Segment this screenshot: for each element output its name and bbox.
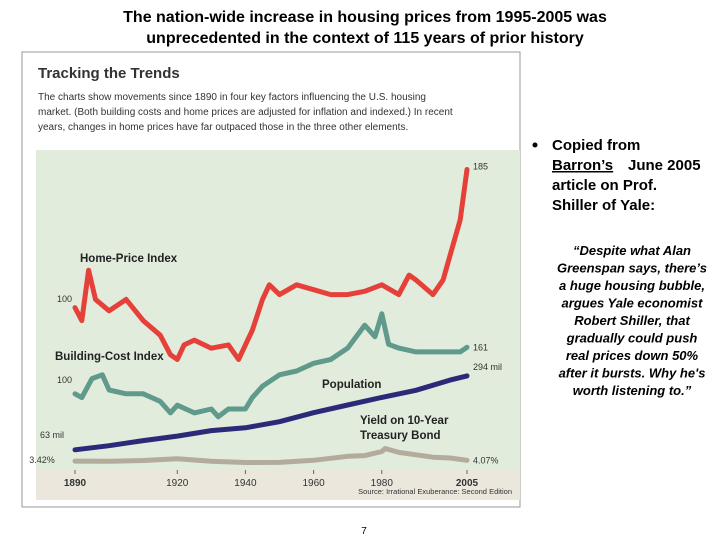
quote-line: argues Yale economist — [562, 296, 704, 311]
x-tick-label: 1960 — [302, 478, 325, 489]
x-tick-label: 1890 — [64, 478, 87, 489]
series-line — [72, 446, 470, 465]
page-number: 7 — [361, 526, 367, 537]
plot-background — [36, 150, 520, 470]
quote-line: “Despite what Alan — [573, 243, 691, 258]
end-label: 4.07% — [473, 455, 499, 465]
bullet-line: June 2005 — [628, 157, 701, 174]
source: Source: Irrational Exuberance: Second Ed… — [358, 487, 512, 496]
series-line — [72, 311, 470, 420]
bullet-line: Copied from — [552, 137, 640, 154]
series-label: Yield on 10-Year — [360, 415, 449, 427]
x-tick-label: 1980 — [371, 478, 394, 489]
start-label: 100 — [57, 375, 72, 385]
bullet: Copied from Barron’s June 2005 article o… — [552, 137, 701, 214]
series-line — [72, 167, 470, 362]
axis-band — [36, 470, 520, 500]
bullet-line: Barron’s — [552, 157, 613, 174]
start-label: 3.42% — [29, 455, 55, 465]
quote-line: gradually could push — [566, 331, 698, 346]
start-label: 100 — [57, 294, 72, 304]
x-tick-label: 1920 — [166, 478, 189, 489]
series-label: Treasury Bond — [360, 430, 441, 442]
end-label: 161 — [473, 342, 488, 352]
series-label: Home-Price Index — [80, 253, 178, 265]
slide-title: The nation-wide increase in housing pric… — [123, 9, 607, 26]
quote-line: real prices down 50% — [566, 348, 699, 363]
quote-line: worth listening to.” — [573, 383, 692, 398]
chart-subtitle: The charts show movements since 1890 in … — [38, 92, 426, 103]
chart-subtitle: market. (Both building costs and home pr… — [38, 107, 453, 118]
start-label: 63 mil — [40, 430, 64, 440]
x-tick-label: 2005 — [456, 478, 479, 489]
quote: “Despite what Alan Greenspan says, there’… — [557, 243, 707, 398]
chart-subtitle: years, changes in home prices have far o… — [38, 122, 408, 133]
bullet-dot — [532, 142, 538, 148]
bullet-line: article on Prof. — [552, 177, 657, 194]
quote-line: a huge housing bubble, — [559, 278, 705, 293]
series-label: Population — [322, 379, 381, 391]
quote-line: after it bursts. Why he's — [559, 366, 706, 381]
chart-title: Tracking the Trends — [38, 65, 180, 82]
series-line — [72, 373, 470, 453]
bullet-line: Shiller of Yale: — [552, 197, 655, 214]
slide-title: unprecedented in the context of 115 year… — [146, 30, 584, 47]
end-label: 185 — [473, 161, 488, 171]
quote-line: Greenspan says, there’s — [557, 261, 707, 276]
series-label: Building-Cost Index — [55, 351, 164, 363]
x-tick-label: 1940 — [234, 478, 257, 489]
end-label: 294 mil — [473, 362, 502, 372]
quote-line: Robert Shiller, that — [574, 313, 690, 328]
